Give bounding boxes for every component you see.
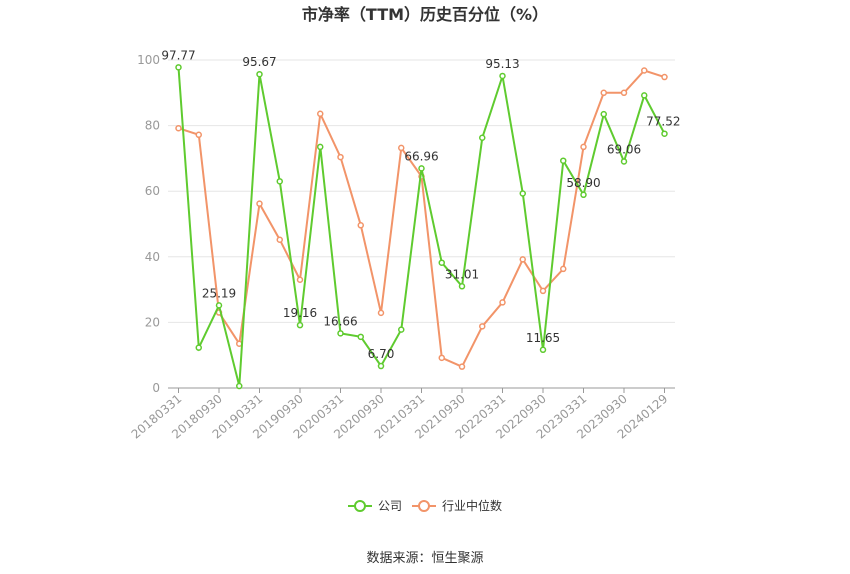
- data-point[interactable]: [175, 124, 182, 132]
- y-tick-label: 80: [145, 119, 160, 133]
- data-point[interactable]: [620, 89, 628, 97]
- data-point[interactable]: [276, 236, 283, 243]
- data-point[interactable]: [499, 299, 506, 306]
- data-label: 31.01: [445, 267, 479, 281]
- data-point[interactable]: [337, 330, 344, 337]
- data-point[interactable]: [600, 89, 607, 97]
- data-label: 95.13: [485, 57, 519, 71]
- data-point[interactable]: [296, 321, 304, 329]
- data-point[interactable]: [256, 70, 263, 78]
- data-point[interactable]: [519, 190, 526, 197]
- data-point[interactable]: [256, 200, 263, 207]
- data-point[interactable]: [479, 134, 486, 141]
- data-point[interactable]: [458, 363, 466, 370]
- series-layer: [175, 64, 668, 390]
- data-point[interactable]: [580, 191, 587, 199]
- y-tick-label: 20: [145, 315, 160, 329]
- data-point[interactable]: [539, 287, 547, 295]
- data-point[interactable]: [357, 333, 364, 341]
- data-point[interactable]: [195, 344, 202, 351]
- data-point[interactable]: [236, 382, 243, 390]
- data-point[interactable]: [580, 143, 587, 151]
- data-point[interactable]: [296, 276, 304, 284]
- data-point[interactable]: [175, 64, 182, 71]
- data-point[interactable]: [499, 72, 506, 80]
- data-point[interactable]: [458, 283, 466, 290]
- data-label: 69.06: [607, 142, 641, 156]
- data-point[interactable]: [519, 256, 526, 263]
- legend-label: 公司: [378, 499, 402, 513]
- grid-layer: [168, 59, 675, 323]
- data-label: 6.70: [368, 347, 395, 361]
- data-label: 58.90: [566, 176, 600, 190]
- data-point[interactable]: [398, 326, 405, 333]
- legend-marker: [354, 500, 366, 512]
- data-point[interactable]: [377, 362, 385, 370]
- data-point[interactable]: [377, 309, 385, 317]
- data-point[interactable]: [317, 110, 324, 118]
- data-point[interactable]: [276, 178, 283, 185]
- data-point[interactable]: [418, 165, 425, 172]
- data-point[interactable]: [661, 130, 668, 137]
- legend-item-1[interactable]: 行业中位数: [412, 498, 502, 513]
- legend-label: 行业中位数: [442, 498, 502, 513]
- data-point[interactable]: [641, 67, 648, 74]
- data-label: 11.65: [526, 331, 560, 345]
- y-tick-label: 100: [137, 53, 160, 67]
- data-point[interactable]: [661, 73, 668, 81]
- data-label: 66.96: [404, 149, 438, 163]
- data-source: 数据来源：恒生聚源: [366, 551, 483, 566]
- legend-item-0[interactable]: 公司: [348, 499, 402, 513]
- data-point[interactable]: [438, 354, 445, 362]
- y-tick-label: 0: [152, 381, 160, 395]
- series-line-0: [177, 67, 666, 387]
- data-point[interactable]: [479, 323, 486, 330]
- y-tick-label: 60: [145, 184, 160, 198]
- data-point[interactable]: [337, 153, 344, 161]
- data-point[interactable]: [438, 259, 445, 266]
- data-point[interactable]: [195, 131, 202, 139]
- y-tick-label: 40: [145, 250, 160, 264]
- data-point[interactable]: [539, 346, 547, 354]
- data-label: 97.77: [161, 48, 195, 62]
- data-point[interactable]: [600, 110, 607, 118]
- data-label-layer: 97.77 25.19 95.67 19.16 16.66 6.70 66.96 31.01 9…: [161, 48, 680, 361]
- data-label: 16.66: [323, 314, 357, 328]
- chart-title: 市净率（TTM）历史百分位（%）: [302, 5, 548, 24]
- data-point[interactable]: [357, 222, 364, 229]
- data-label: 25.19: [202, 286, 236, 300]
- data-point[interactable]: [560, 265, 567, 273]
- data-label: 95.67: [242, 55, 276, 69]
- data-point[interactable]: [215, 302, 223, 309]
- data-point[interactable]: [560, 157, 567, 164]
- data-point[interactable]: [317, 143, 324, 151]
- data-label: 77.52: [646, 115, 680, 129]
- data-point[interactable]: [620, 158, 628, 165]
- legend-marker: [418, 500, 430, 512]
- legend[interactable]: 公司 行业中位数: [348, 498, 502, 513]
- data-point[interactable]: [398, 144, 405, 152]
- data-point[interactable]: [641, 92, 648, 99]
- data-label: 19.16: [283, 306, 317, 320]
